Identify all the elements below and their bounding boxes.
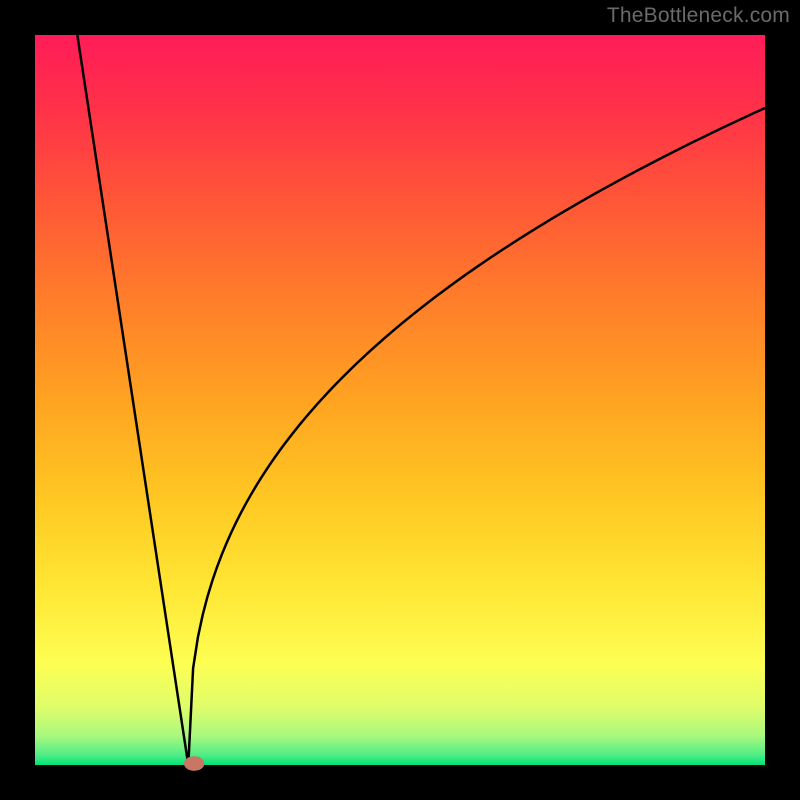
plot-background xyxy=(35,35,765,765)
watermark-text: TheBottleneck.com xyxy=(607,4,790,28)
minimum-marker xyxy=(184,756,204,771)
bottleneck-chart xyxy=(0,0,800,800)
chart-container: TheBottleneck.com xyxy=(0,0,800,800)
